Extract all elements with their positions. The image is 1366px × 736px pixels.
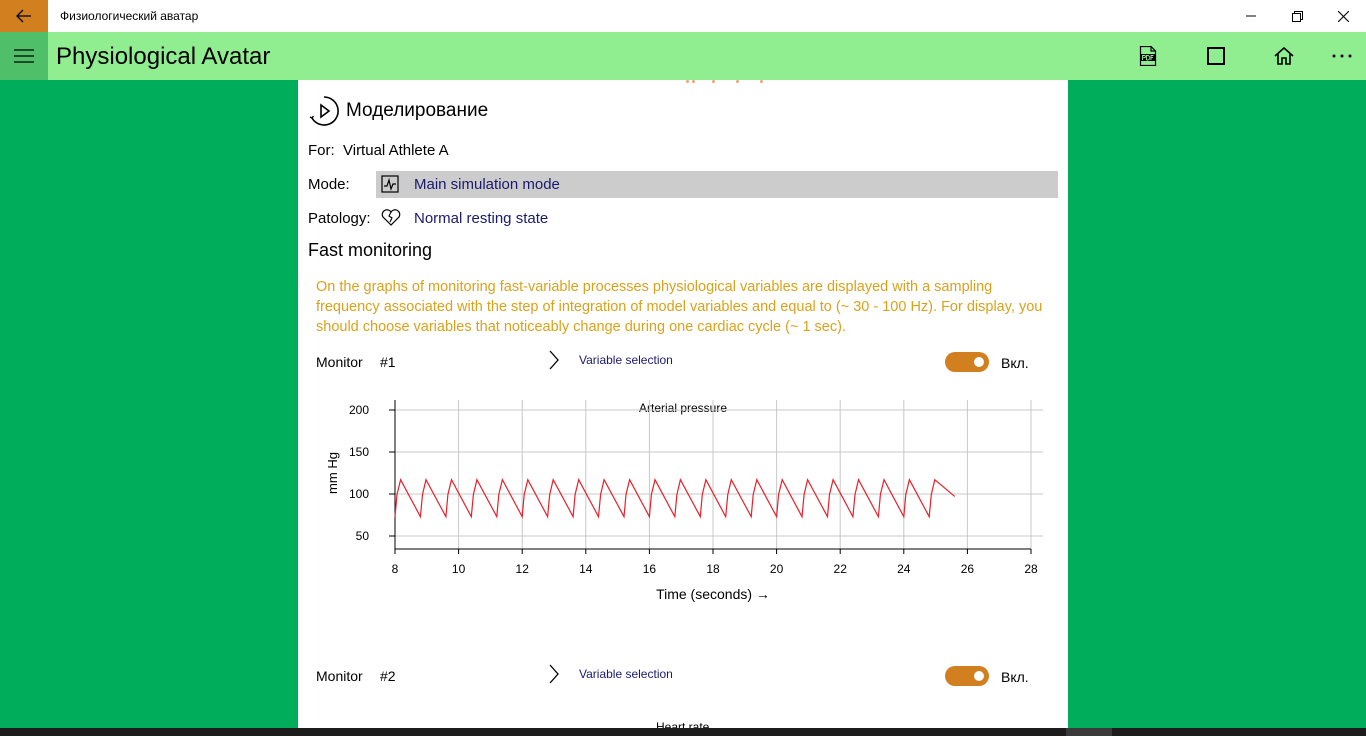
play-circle-icon [309, 96, 339, 126]
fast-monitoring-title: Fast monitoring [308, 240, 433, 260]
restore-button[interactable] [1274, 0, 1320, 32]
monitor-2-toggle[interactable] [945, 666, 989, 686]
hamburger-menu-button[interactable] [0, 32, 48, 80]
mode-value[interactable]: Main simulation mode [414, 176, 560, 193]
y-tick-label: 100 [349, 487, 369, 501]
app-title: Physiological Avatar [56, 43, 271, 70]
restore-icon [1291, 10, 1303, 22]
pdf-icon [1139, 46, 1157, 66]
y-axis-label: mm Hg [325, 452, 340, 494]
home-icon [1274, 47, 1294, 65]
content-panel: Моделирование For: Virtual Athlete A Mod… [298, 80, 1068, 728]
window-title: Физиологический аватар [60, 9, 199, 23]
taskbar-app-item[interactable] [1066, 728, 1112, 736]
fast-monitoring-info: On the graphs of monitoring fast-variabl… [316, 279, 1043, 335]
pulse-chart-icon [381, 175, 399, 193]
arterial-pressure-chart: Arterial pressure 8 10 12 14 16 18 20 22 24 26 28 50… [325, 400, 1043, 602]
monitor-1-number: #1 [380, 354, 396, 370]
arrow-left-icon [16, 9, 31, 23]
square-icon [1207, 47, 1225, 65]
arterial-pressure-series-line [394, 478, 956, 519]
for-label: For: [308, 142, 335, 159]
taskbar [0, 728, 1366, 736]
section-title: Моделирование [346, 100, 489, 121]
monitor-2-label: Monitor [316, 668, 363, 684]
x-tick-label: 20 [770, 562, 784, 576]
x-tick-label: 8 [392, 562, 399, 576]
hamburger-icon [14, 49, 34, 63]
back-button[interactable] [0, 0, 48, 32]
more-options-button[interactable] [1318, 32, 1366, 80]
x-tick-label: 16 [643, 562, 657, 576]
pathology-value[interactable]: Normal resting state [414, 210, 549, 227]
pathology-label: Patology: [308, 210, 371, 227]
x-tick-label: 26 [961, 562, 975, 576]
monitor-1-label: Monitor [316, 354, 363, 370]
app-header: Physiological Avatar [0, 32, 1366, 80]
fullscreen-button[interactable] [1192, 32, 1240, 80]
pdf-button[interactable] [1124, 32, 1172, 80]
ellipsis-icon [1332, 54, 1352, 58]
monitor-1-variable-selection[interactable]: Variable selection [579, 353, 673, 367]
x-tick-label: 12 [516, 562, 530, 576]
chevron-right-icon[interactable] [548, 350, 560, 370]
monitor-2-toggle-label: Вкл. [1001, 669, 1029, 685]
y-tick-label: 150 [349, 445, 369, 459]
chart-title: Arterial pressure [639, 401, 727, 415]
y-tick-label: 50 [356, 529, 370, 543]
x-tick-label: 14 [579, 562, 593, 576]
mode-selector[interactable] [376, 171, 1058, 198]
minimize-button[interactable] [1228, 0, 1274, 32]
monitor-1-toggle[interactable] [945, 352, 989, 372]
heart-rate-chart-title: Heart rate [656, 720, 710, 728]
title-bar: Физиологический аватар [0, 0, 1366, 32]
close-icon [1337, 10, 1349, 22]
broken-heart-icon [381, 209, 401, 226]
x-tick-label: 24 [897, 562, 911, 576]
chevron-right-icon[interactable] [548, 664, 560, 684]
minimize-icon [1246, 15, 1256, 17]
for-value: Virtual Athlete A [343, 142, 449, 159]
x-tick-label: 22 [834, 562, 848, 576]
x-axis-label: Time (seconds) → [656, 586, 770, 602]
y-tick-label: 200 [349, 403, 369, 417]
mode-label: Mode: [308, 176, 350, 193]
x-tick-label: 18 [706, 562, 720, 576]
x-tick-label: 10 [452, 562, 466, 576]
home-button[interactable] [1260, 32, 1308, 80]
monitor-1-toggle-label: Вкл. [1001, 355, 1029, 371]
monitor-2-variable-selection[interactable]: Variable selection [579, 667, 673, 681]
monitor-2-number: #2 [380, 668, 396, 684]
x-tick-label: 28 [1024, 562, 1038, 576]
close-button[interactable] [1320, 0, 1366, 32]
